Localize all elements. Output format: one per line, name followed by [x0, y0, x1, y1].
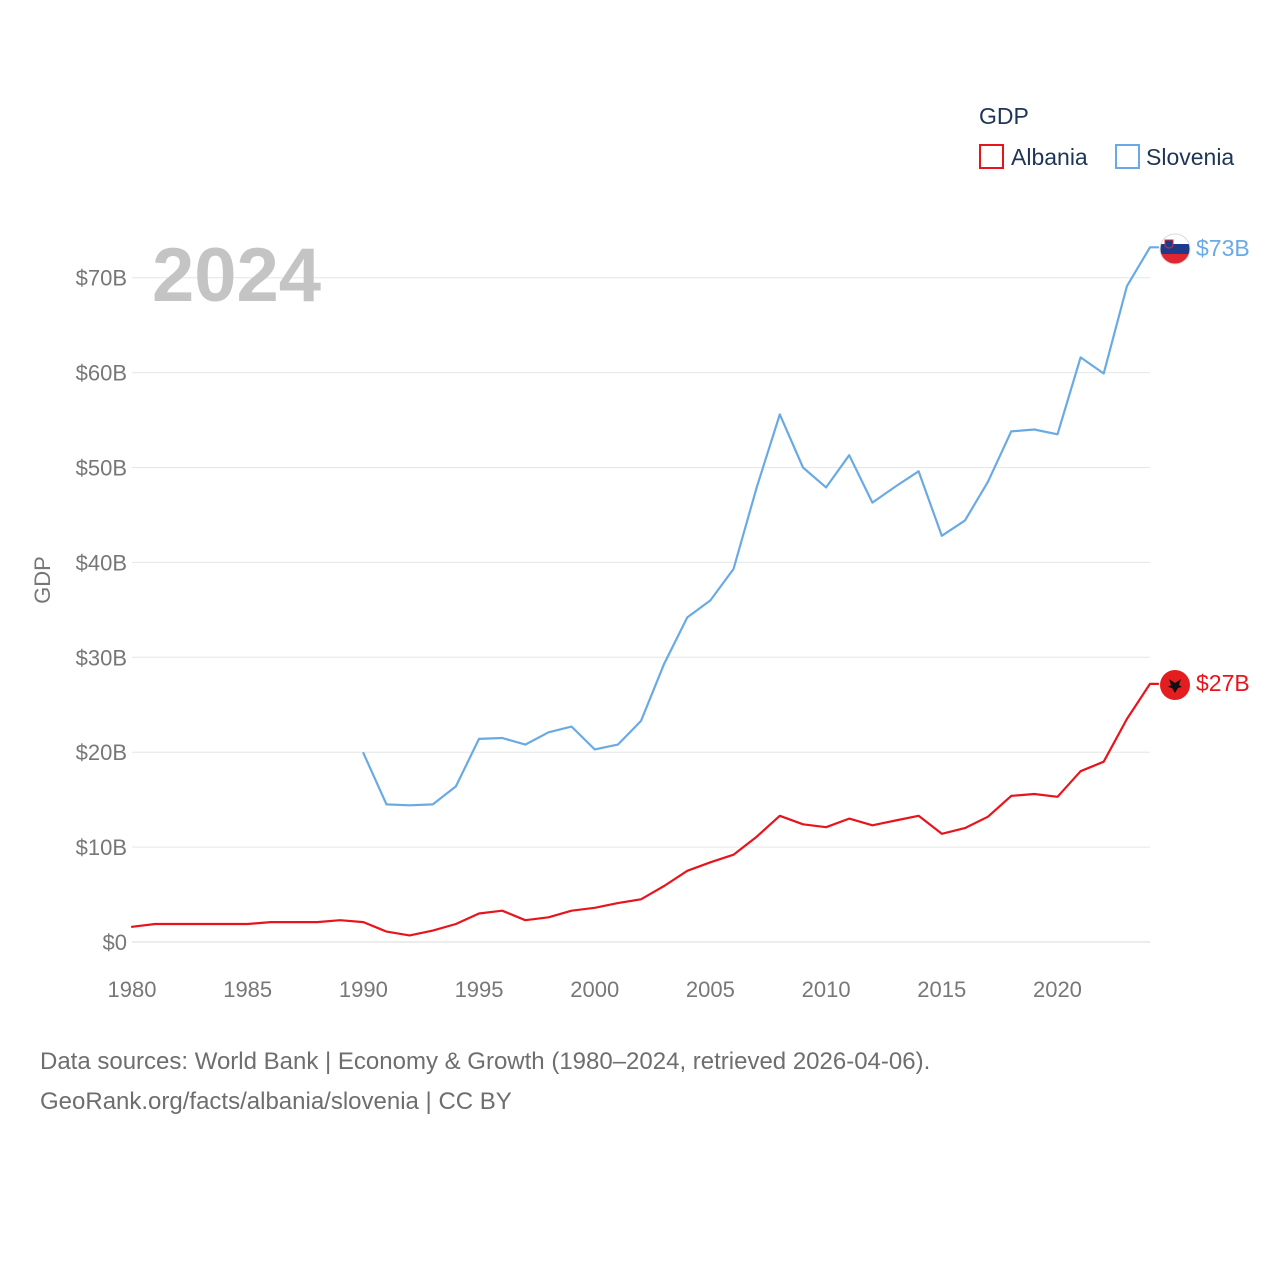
x-tick-label: 2015 [917, 977, 966, 1002]
gdp-line-chart: $0$10B$20B$30B$40B$50B$60B$70B 1980 1985 1… [30, 103, 1250, 1002]
y-axis-title: GDP [30, 556, 55, 604]
x-tick-label: 1990 [339, 977, 388, 1002]
slovenia-end-value-label: $73B [1196, 235, 1250, 261]
x-tick-label: 2000 [570, 977, 619, 1002]
legend-swatch-albania [979, 144, 1004, 169]
source-link[interactable]: GeoRank.org/facts/albania/slovenia | CC … [40, 1088, 512, 1115]
series-line-slovenia [362, 246, 1160, 807]
y-tick-label: $20B [76, 740, 127, 765]
gridlines [132, 277, 1150, 943]
y-tick-label: $50B [76, 456, 127, 481]
legend-swatch-slovenia [1115, 144, 1140, 169]
legend-item-slovenia[interactable]: Slovenia [1115, 144, 1234, 170]
legend-title: GDP [979, 103, 1029, 129]
series-lines [130, 246, 1160, 937]
slovenia-flag-icon [1159, 233, 1191, 265]
data-sources-note: Data sources: World Bank | Economy & Gro… [40, 1048, 931, 1075]
legend-label-albania: Albania [1011, 144, 1088, 170]
x-tick-label: 2005 [686, 977, 735, 1002]
legend-item-albania[interactable]: Albania [979, 144, 1088, 170]
x-tick-label: 2010 [802, 977, 851, 1002]
chart-footer: Data sources: World Bank | Economy & Gro… [40, 1042, 1240, 1122]
y-tick-label: $10B [76, 835, 127, 860]
series-line-albania [130, 682, 1160, 937]
x-tick-label: 1985 [223, 977, 272, 1002]
albania-flag-icon [1160, 670, 1190, 700]
y-tick-label: $70B [76, 266, 127, 291]
x-axis-ticks: 1980 1985 1990 1995 2000 2005 2010 2015 2020 [108, 977, 1082, 1002]
x-tick-label: 2020 [1033, 977, 1082, 1002]
y-tick-label: $40B [76, 550, 127, 575]
legend-label-slovenia: Slovenia [1146, 144, 1234, 170]
x-tick-label: 1995 [455, 977, 504, 1002]
year-label: 2024 [152, 233, 321, 318]
y-axis-ticks: $0 $10B $20B $30B $40B $50B $60B $70B [76, 266, 127, 955]
y-tick-label: $0 [103, 930, 127, 955]
x-tick-label: 1980 [108, 977, 157, 1002]
y-tick-label: $60B [76, 361, 127, 386]
albania-end-value-label: $27B [1196, 670, 1250, 696]
y-tick-label: $30B [76, 645, 127, 670]
